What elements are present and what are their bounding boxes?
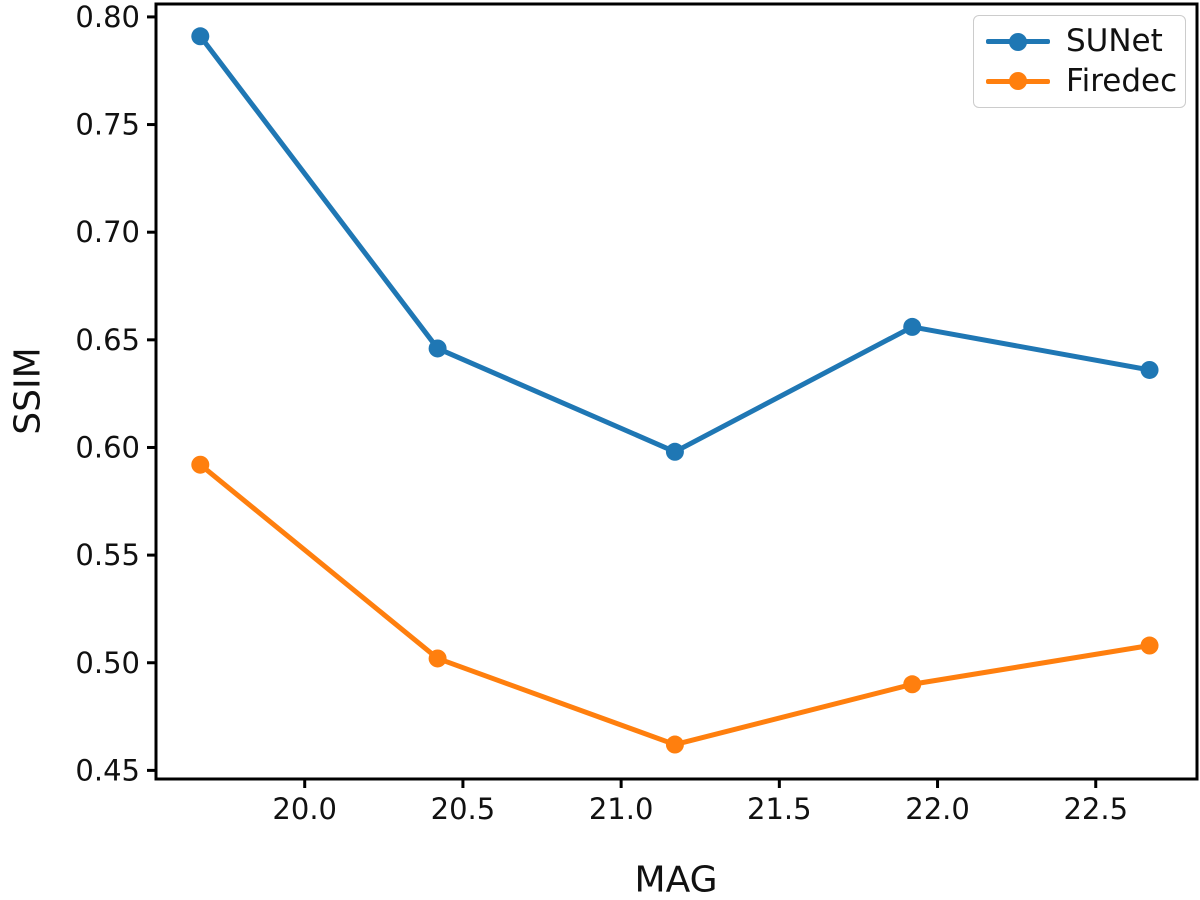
y-tick-label: 0.65 [75, 323, 140, 357]
data-point-sunet-3 [903, 317, 922, 336]
x-tick-label: 22.0 [905, 792, 970, 826]
legend-item-firedec: Firedec [986, 62, 1177, 102]
x-tick-label: 20.0 [272, 792, 337, 826]
legend-item-sunet: SUNet [986, 22, 1173, 62]
x-axis-label: MAG [634, 859, 718, 900]
y-tick-label: 0.80 [75, 0, 140, 34]
data-point-firedec-1 [428, 649, 447, 668]
legend-label: Firedec [1066, 62, 1178, 99]
x-tick-label: 22.5 [1063, 792, 1128, 826]
legend: SUNet Firedec [973, 15, 1186, 108]
legend-label: SUNet [1066, 23, 1163, 60]
y-tick-label: 0.60 [75, 430, 140, 464]
data-point-sunet-0 [191, 27, 210, 46]
x-tick-label: 21.5 [747, 792, 812, 826]
data-point-firedec-0 [191, 455, 210, 474]
data-point-firedec-4 [1140, 636, 1159, 655]
y-tick-label: 0.75 [75, 108, 140, 142]
plot-border [154, 2, 1199, 781]
legend-marker-icon [986, 32, 1050, 52]
data-point-sunet-1 [428, 339, 447, 358]
y-tick-label: 0.45 [75, 753, 140, 787]
legend-marker-icon [986, 71, 1050, 91]
y-tick-label: 0.70 [75, 215, 140, 249]
data-point-sunet-4 [1140, 360, 1159, 379]
x-tick-label: 20.5 [431, 792, 496, 826]
y-tick-label: 0.55 [75, 538, 140, 572]
data-point-sunet-2 [665, 442, 684, 461]
y-axis-label: SSIM [7, 347, 49, 435]
x-tick-label: 21.0 [589, 792, 654, 826]
data-point-firedec-3 [903, 675, 922, 694]
series-line-firedec [197, 462, 1153, 748]
data-point-firedec-2 [665, 735, 684, 754]
y-tick-label: 0.50 [75, 646, 140, 680]
